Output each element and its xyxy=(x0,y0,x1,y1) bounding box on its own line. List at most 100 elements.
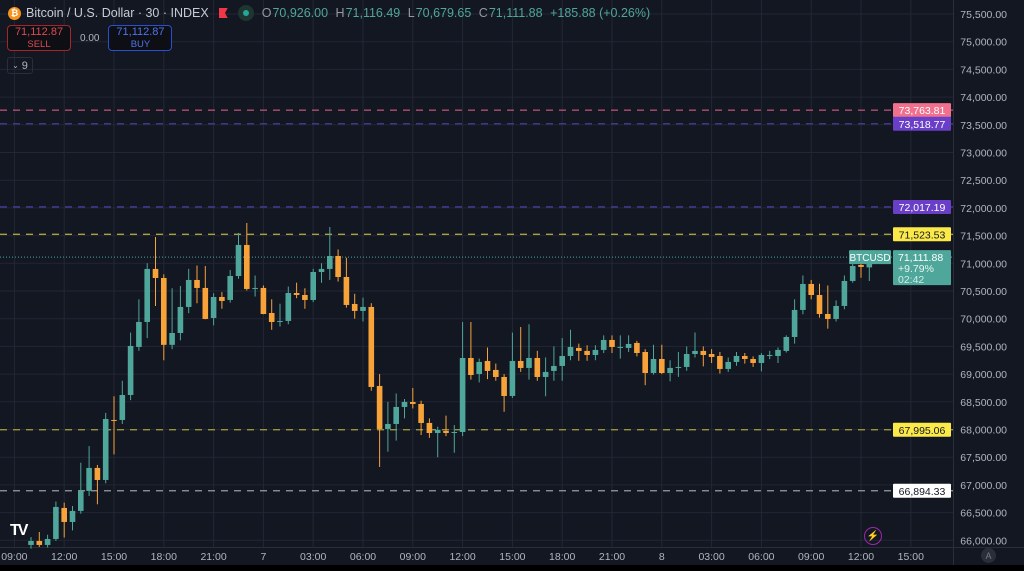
high-value: 71,116.49 xyxy=(345,6,401,20)
candle-down xyxy=(501,376,507,396)
candle-up xyxy=(625,343,632,348)
candle-down xyxy=(534,357,541,377)
candle-up xyxy=(758,354,765,363)
y-tick-label: 69,000.00 xyxy=(960,369,1007,381)
candle-up xyxy=(451,431,458,433)
sell-button[interactable]: 71,112.87 SELL xyxy=(7,25,71,51)
price-line-label: 66,894.33 xyxy=(899,486,946,498)
candle-down xyxy=(36,540,43,545)
candle-up xyxy=(841,280,848,306)
x-tick-label: 15:00 xyxy=(101,551,127,563)
x-tick-label: 18:00 xyxy=(151,551,177,563)
x-tick-label: 21:00 xyxy=(200,551,226,563)
candle-down xyxy=(368,306,375,387)
candle-down xyxy=(418,403,424,423)
candle-down xyxy=(816,294,823,314)
candle-down xyxy=(351,303,358,311)
chevron-down-icon: ⌄ xyxy=(12,61,19,70)
candle-up xyxy=(227,275,233,300)
y-tick-label: 73,000.00 xyxy=(960,148,1007,160)
candle-down xyxy=(609,339,615,347)
x-tick-label: 09:00 xyxy=(798,551,824,563)
candle-up xyxy=(592,349,599,355)
x-tick-label: 03:00 xyxy=(698,551,724,563)
indicators-toggle-button[interactable]: ⌄ 9 xyxy=(7,57,33,74)
candle-down xyxy=(94,467,101,480)
y-tick-label: 67,500.00 xyxy=(960,452,1007,464)
lightning-icon[interactable]: ⚡ xyxy=(864,527,882,545)
market-status-icon[interactable] xyxy=(237,5,254,21)
y-tick-label: 75,000.00 xyxy=(960,37,1007,49)
x-tick-label: 09:00 xyxy=(1,551,27,563)
candle-up xyxy=(683,353,690,367)
price-line-tag xyxy=(893,483,951,498)
candle-down xyxy=(293,292,300,295)
candle-up xyxy=(833,305,839,319)
candle-up xyxy=(526,357,532,368)
candle-down xyxy=(343,276,350,305)
y-tick-label: 72,500.00 xyxy=(960,175,1007,187)
price-line-tag xyxy=(893,422,951,437)
candle-down xyxy=(584,350,590,355)
tradingview-logo[interactable]: TV xyxy=(10,522,29,539)
price-line-label: 72,017.19 xyxy=(899,202,946,214)
last-price-change: +9.79% xyxy=(898,263,934,275)
bottom-bar xyxy=(0,565,1024,571)
candle-up xyxy=(766,354,773,356)
change-value: +185.88 (+0.26%) xyxy=(550,6,651,20)
candle-down xyxy=(61,507,67,522)
last-price-tag xyxy=(893,250,951,286)
x-tick-label: 21:00 xyxy=(599,551,625,563)
candle-up xyxy=(800,283,806,310)
y-tick-label: 72,000.00 xyxy=(960,203,1007,215)
symbol-tag-label: BTCUSD xyxy=(849,253,890,264)
y-tick-label: 74,000.00 xyxy=(960,92,1007,104)
candle-up xyxy=(177,306,184,333)
price-line-tag xyxy=(893,116,951,131)
candle-up xyxy=(650,358,657,373)
candle-down xyxy=(260,287,267,314)
y-tick-label: 74,500.00 xyxy=(960,64,1007,76)
y-tick-label: 70,000.00 xyxy=(960,314,1007,326)
candle-down xyxy=(194,279,200,288)
candle-up xyxy=(667,367,673,373)
candle-up xyxy=(44,538,51,545)
y-tick-label: 69,500.00 xyxy=(960,341,1007,353)
buy-price: 71,112.87 xyxy=(116,25,165,38)
candle-down xyxy=(576,347,582,351)
low-label: L xyxy=(407,6,415,20)
candle-up xyxy=(235,244,242,276)
auto-scale-button[interactable]: A xyxy=(981,548,996,563)
candle-up xyxy=(617,346,624,348)
y-tick-label: 73,500.00 xyxy=(960,120,1007,132)
low-value: 70,679.65 xyxy=(415,6,472,20)
candle-up xyxy=(252,287,258,289)
y-tick-label: 71,000.00 xyxy=(960,258,1007,270)
y-tick-label: 70,500.00 xyxy=(960,286,1007,298)
candle-down xyxy=(426,422,433,433)
price-line-label: 67,995.06 xyxy=(899,425,946,437)
price-line-tag xyxy=(893,103,951,118)
candle-up xyxy=(102,418,109,480)
candle-down xyxy=(659,358,665,373)
candle-down xyxy=(493,369,499,377)
y-tick-label: 68,000.00 xyxy=(960,425,1007,437)
candle-up xyxy=(600,339,607,350)
bar-countdown: 02:42 xyxy=(898,274,924,286)
candle-up xyxy=(327,255,333,269)
candle-up xyxy=(434,429,441,433)
last-price-label: 71,111.88 xyxy=(898,252,943,264)
candle-down xyxy=(244,244,250,289)
candle-up xyxy=(675,366,682,368)
flag-icon[interactable] xyxy=(218,8,228,18)
symbol-title[interactable]: Bitcoin / U.S. Dollar · 30 · INDEX xyxy=(26,6,209,20)
candle-down xyxy=(700,350,707,355)
candle-up xyxy=(277,320,283,322)
candle-down xyxy=(219,296,225,301)
price-line-label: 71,523.53 xyxy=(899,229,946,241)
candle-up xyxy=(783,336,790,351)
buy-button[interactable]: 71,112.87 BUY xyxy=(108,25,173,51)
candle-up xyxy=(733,355,740,362)
candle-up xyxy=(559,355,565,366)
